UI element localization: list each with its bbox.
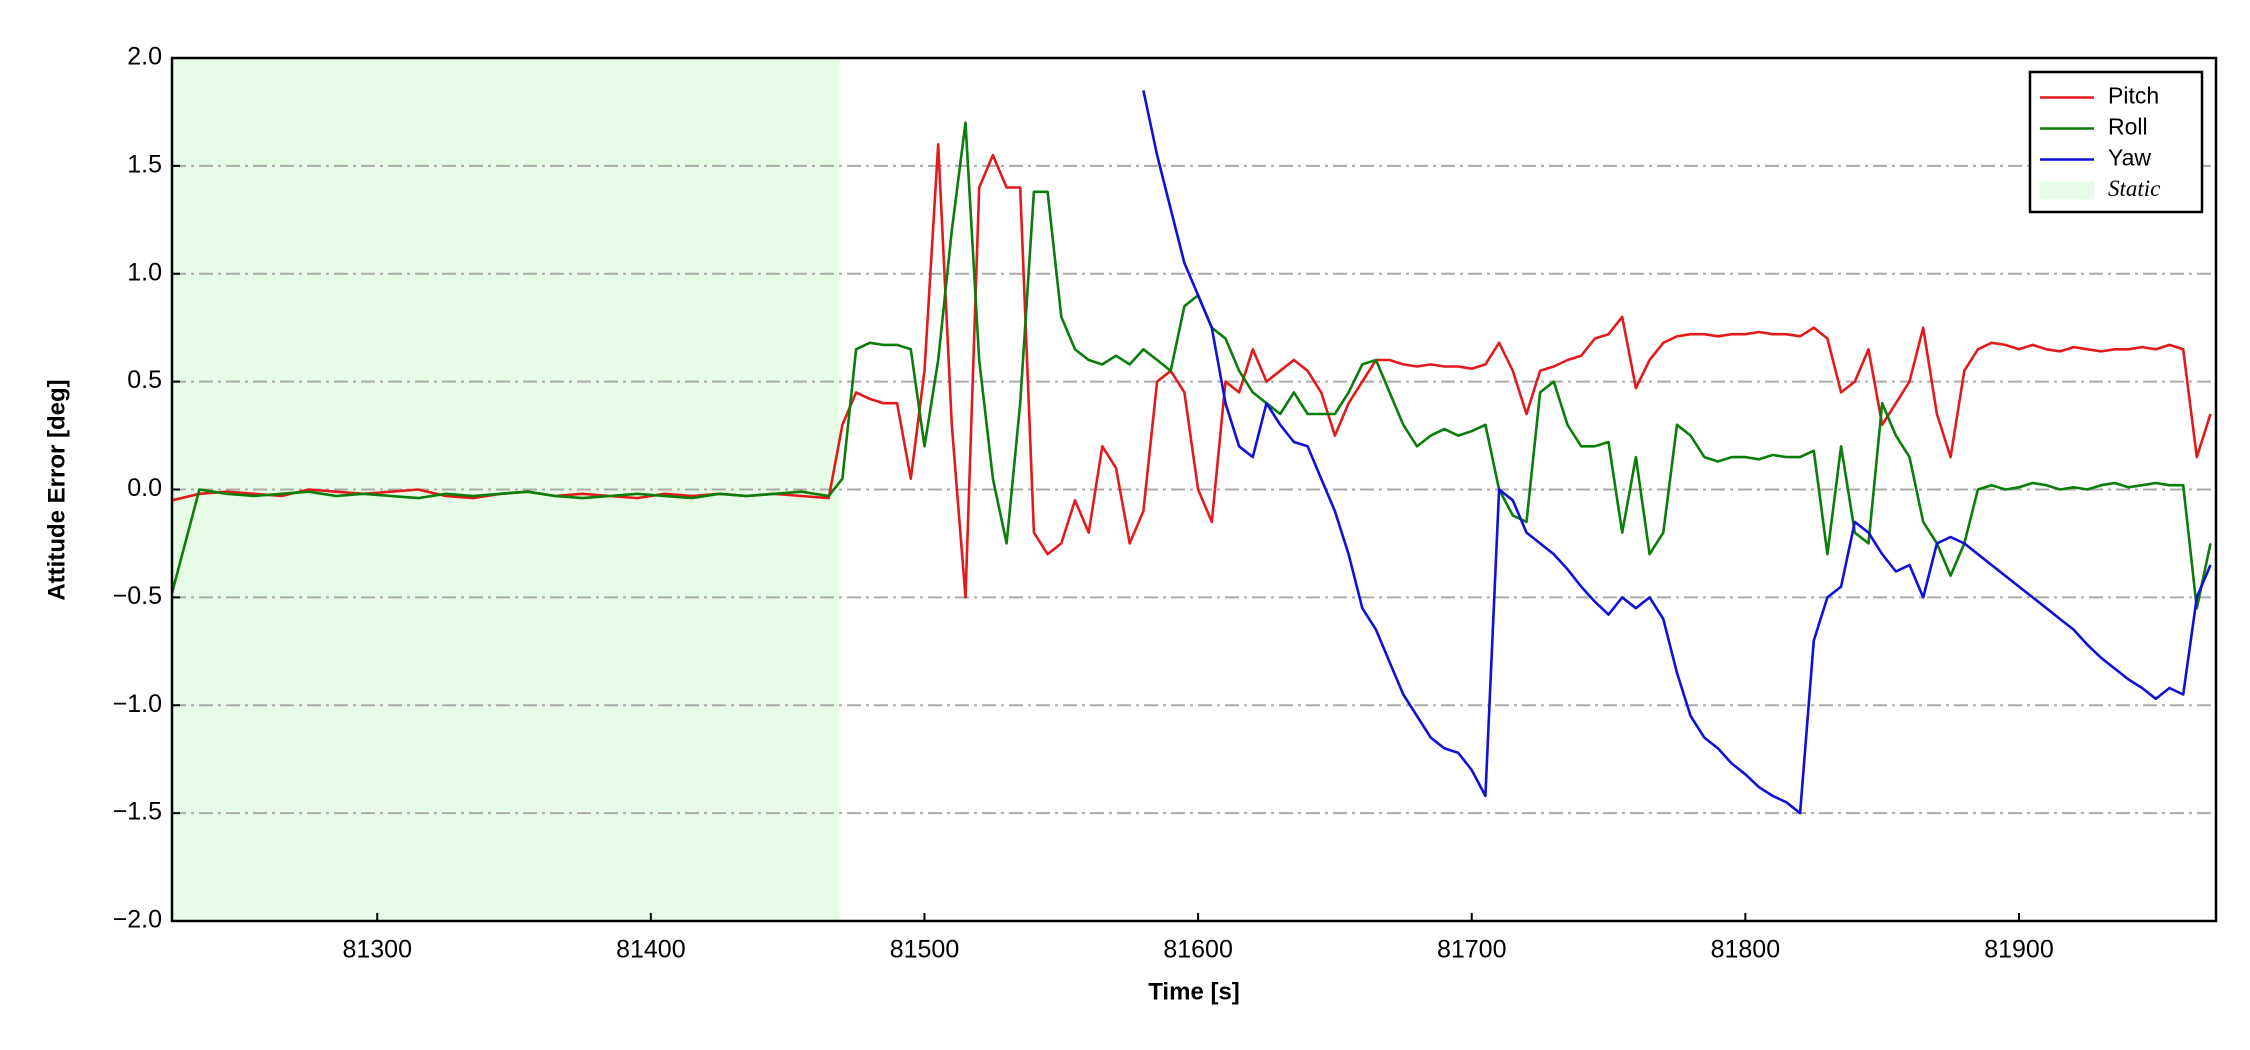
legend-label: Static xyxy=(2108,176,2160,201)
y-tick-label: −1.0 xyxy=(113,690,162,718)
legend-label: Roll xyxy=(2108,114,2148,140)
y-axis-label: Attitude Error [deg] xyxy=(43,379,70,600)
x-tick-label: 81700 xyxy=(1437,936,1507,964)
x-tick-label: 81500 xyxy=(890,936,960,964)
x-tick-label: 81900 xyxy=(1984,936,2054,964)
legend: Pitch Roll Yaw Static xyxy=(2028,70,2204,214)
x-tick-label: 81400 xyxy=(616,936,686,964)
y-tick-label: 1.5 xyxy=(127,150,162,178)
y-tick-label: 1.0 xyxy=(127,258,162,286)
y-tick-label: 2.0 xyxy=(127,43,162,71)
series-line xyxy=(172,121,2212,610)
y-tick-label: 0.0 xyxy=(127,474,162,502)
legend-label: Pitch xyxy=(2108,83,2159,109)
y-tick-label: 0.5 xyxy=(127,366,162,394)
legend-label: Yaw xyxy=(2108,145,2151,171)
x-axis-label: Time [s] xyxy=(1148,978,1240,1005)
y-tick-label: −1.5 xyxy=(113,798,162,826)
x-tick-label: 81800 xyxy=(1711,936,1781,964)
plot-frame xyxy=(170,56,2218,923)
x-tick-label: 81600 xyxy=(1163,936,1233,964)
x-tick-label: 81300 xyxy=(342,936,412,964)
y-tick-label: −0.5 xyxy=(113,582,162,610)
legend-swatch xyxy=(2040,181,2094,200)
series-line xyxy=(1142,90,2212,815)
y-tick-label: −2.0 xyxy=(113,906,162,934)
